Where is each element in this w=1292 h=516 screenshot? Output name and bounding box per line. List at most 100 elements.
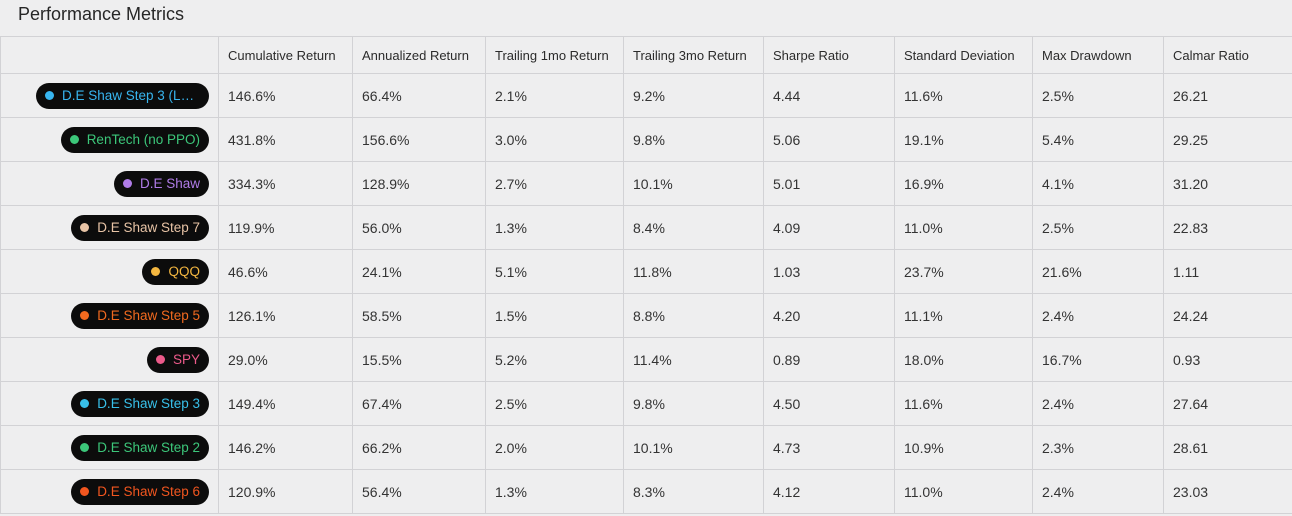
metric-cell: 5.06 <box>763 117 895 162</box>
metric-cell: 2.5% <box>1032 205 1164 250</box>
series-name: D.E Shaw Step 6 <box>97 484 200 499</box>
metric-cell: 29.25 <box>1163 117 1292 162</box>
series-cell: QQQ <box>0 249 219 294</box>
metric-cell: 2.4% <box>1032 381 1164 426</box>
series-cell: D.E Shaw Step 5 <box>0 293 219 338</box>
series-pill[interactable]: D.E Shaw Step 2 <box>71 434 209 461</box>
series-pill[interactable]: D.E Shaw Step 3 <box>71 390 209 417</box>
metric-cell: 11.6% <box>894 381 1033 426</box>
table-row: D.E Shaw Step 5 126.1% 58.5% 1.5% 8.8% 4.20 11… <box>0 293 1292 338</box>
column-header[interactable]: Cumulative Return <box>218 36 353 74</box>
metrics-table: Cumulative Return Annualized Return Traili… <box>0 36 1292 514</box>
metric-cell: 22.83 <box>1163 205 1292 250</box>
metric-cell: 4.20 <box>763 293 895 338</box>
column-header[interactable]: Max Drawdown <box>1032 36 1164 74</box>
series-pill[interactable]: D.E Shaw Step 5 <box>71 302 209 329</box>
metric-cell: 156.6% <box>352 117 486 162</box>
metric-cell: 5.4% <box>1032 117 1164 162</box>
column-header[interactable]: Annualized Return <box>352 36 486 74</box>
metric-cell: 21.6% <box>1032 249 1164 294</box>
metric-cell: 2.4% <box>1032 469 1164 514</box>
metric-cell: 4.73 <box>763 425 895 470</box>
metric-cell: 9.8% <box>623 381 764 426</box>
metric-cell: 24.24 <box>1163 293 1292 338</box>
series-color-dot-icon <box>80 399 90 408</box>
series-pill[interactable]: SPY <box>146 346 209 373</box>
series-name: D.E Shaw Step 7 <box>97 220 200 235</box>
column-header[interactable]: Calmar Ratio <box>1163 36 1292 74</box>
metric-cell: 146.6% <box>218 73 353 118</box>
metric-cell: 5.2% <box>485 337 624 382</box>
metric-cell: 18.0% <box>894 337 1033 382</box>
metric-cell: 2.3% <box>1032 425 1164 470</box>
table-row: QQQ 46.6% 24.1% 5.1% 11.8% 1.03 23.7% 21.6% 1.11 <box>0 249 1292 294</box>
series-pill[interactable]: D.E Shaw Step 7 <box>71 214 209 241</box>
series-cell: D.E Shaw Step 3 <box>0 381 219 426</box>
series-color-dot-icon <box>80 443 90 452</box>
series-name: QQQ <box>168 264 200 279</box>
metric-cell: 5.01 <box>763 161 895 206</box>
table-row: D.E Shaw Step 3 (Low ... 146.6% 66.4% 2.1% 9… <box>0 73 1292 118</box>
column-header-series <box>0 36 219 74</box>
metric-cell: 119.9% <box>218 205 353 250</box>
metric-cell: 16.7% <box>1032 337 1164 382</box>
header-row: Cumulative Return Annualized Return Traili… <box>0 36 1292 74</box>
series-name: D.E Shaw Step 5 <box>97 308 200 323</box>
metric-cell: 2.5% <box>485 381 624 426</box>
metric-cell: 11.4% <box>623 337 764 382</box>
metric-cell: 26.21 <box>1163 73 1292 118</box>
metric-cell: 1.3% <box>485 205 624 250</box>
metric-cell: 11.0% <box>894 469 1033 514</box>
series-pill[interactable]: D.E Shaw Step 3 (Low ... <box>36 82 209 109</box>
metric-cell: 11.1% <box>894 293 1033 338</box>
series-pill[interactable]: QQQ <box>142 258 209 285</box>
metric-cell: 8.3% <box>623 469 764 514</box>
metric-cell: 11.0% <box>894 205 1033 250</box>
metric-cell: 2.7% <box>485 161 624 206</box>
series-name: RenTech (no PPO) <box>86 132 200 147</box>
series-cell: D.E Shaw Step 2 <box>0 425 219 470</box>
metric-cell: 66.4% <box>352 73 486 118</box>
series-color-dot-icon <box>80 487 90 496</box>
series-pill[interactable]: D.E Shaw Step 6 <box>71 478 209 505</box>
table-row: D.E Shaw Step 6 120.9% 56.4% 1.3% 8.3% 4.12 11… <box>0 469 1292 514</box>
metric-cell: 16.9% <box>894 161 1033 206</box>
metric-cell: 29.0% <box>218 337 353 382</box>
metric-cell: 1.3% <box>485 469 624 514</box>
series-pill[interactable]: D.E Shaw <box>113 170 209 197</box>
series-name: D.E Shaw Step 2 <box>97 440 200 455</box>
table-row: D.E Shaw Step 2 146.2% 66.2% 2.0% 10.1% 4.73 1… <box>0 425 1292 470</box>
metric-cell: 1.11 <box>1163 249 1292 294</box>
metric-cell: 10.1% <box>623 161 764 206</box>
series-color-dot-icon <box>151 267 161 276</box>
table-row: RenTech (no PPO) 431.8% 156.6% 3.0% 9.8% 5.06… <box>0 117 1292 162</box>
metric-cell: 2.4% <box>1032 293 1164 338</box>
series-color-dot-icon <box>80 311 90 320</box>
metric-cell: 10.9% <box>894 425 1033 470</box>
metric-cell: 66.2% <box>352 425 486 470</box>
column-header[interactable]: Trailing 1mo Return <box>485 36 624 74</box>
metric-cell: 67.4% <box>352 381 486 426</box>
metric-cell: 4.1% <box>1032 161 1164 206</box>
metric-cell: 0.93 <box>1163 337 1292 382</box>
series-name: SPY <box>172 352 200 367</box>
table-row: D.E Shaw Step 3 149.4% 67.4% 2.5% 9.8% 4.50 11… <box>0 381 1292 426</box>
series-name: D.E Shaw Step 3 (Low ... <box>62 88 200 103</box>
metric-cell: 10.1% <box>623 425 764 470</box>
column-header[interactable]: Sharpe Ratio <box>763 36 895 74</box>
metric-cell: 31.20 <box>1163 161 1292 206</box>
series-pill[interactable]: RenTech (no PPO) <box>60 126 209 153</box>
table-row: D.E Shaw Step 7 119.9% 56.0% 1.3% 8.4% 4.09 11… <box>0 205 1292 250</box>
metric-cell: 3.0% <box>485 117 624 162</box>
column-header[interactable]: Standard Deviation <box>894 36 1033 74</box>
series-cell: SPY <box>0 337 219 382</box>
metric-cell: 128.9% <box>352 161 486 206</box>
metric-cell: 1.03 <box>763 249 895 294</box>
metric-cell: 56.0% <box>352 205 486 250</box>
metric-cell: 56.4% <box>352 469 486 514</box>
series-cell: RenTech (no PPO) <box>0 117 219 162</box>
column-header[interactable]: Trailing 3mo Return <box>623 36 764 74</box>
series-cell: D.E Shaw Step 3 (Low ... <box>0 73 219 118</box>
metric-cell: 4.44 <box>763 73 895 118</box>
